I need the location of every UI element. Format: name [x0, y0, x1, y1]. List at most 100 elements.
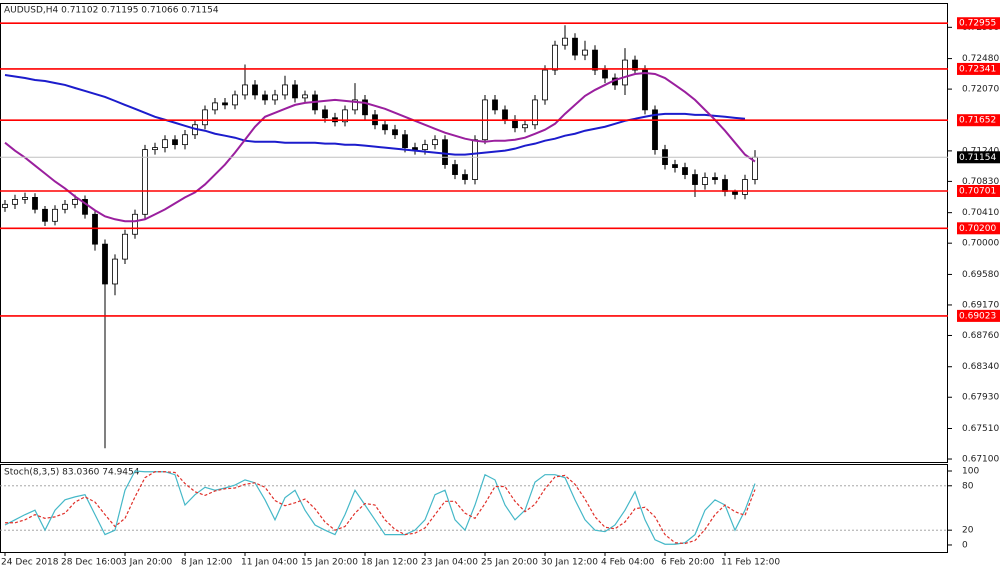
- candle-body: [732, 191, 738, 195]
- candle-body: [242, 84, 248, 96]
- candle-body: [392, 129, 398, 136]
- level-label-box: [957, 185, 1000, 198]
- level-label-box: [957, 309, 1000, 322]
- candle-body: [672, 164, 678, 168]
- x-tick-label: 11 Feb 12:00: [721, 558, 780, 568]
- candle-body: [92, 213, 98, 245]
- candle-body: [302, 94, 308, 99]
- level-label: 0.69023: [959, 311, 996, 321]
- candle-body: [652, 109, 658, 151]
- level-label-box: [957, 62, 1000, 75]
- y-tick-label: 0.70000: [962, 239, 999, 249]
- y-tick-label: 20: [962, 526, 974, 536]
- indicator-line: [4, 74, 746, 156]
- level-label: 0.72955: [959, 19, 996, 29]
- y-tick-label: 0.67930: [962, 393, 999, 403]
- candle-body: [2, 203, 8, 208]
- candle-body: [112, 258, 118, 285]
- candle-body: [342, 109, 348, 123]
- x-tick-label: 11 Jan 04:00: [241, 558, 298, 568]
- candle-body: [532, 99, 538, 126]
- level-label-box: [957, 222, 1000, 235]
- candle-body: [682, 167, 688, 175]
- candle-body: [252, 84, 258, 96]
- x-tick-label: 15 Jan 20:00: [301, 558, 358, 568]
- indicator-line: [5, 471, 756, 545]
- candle-body: [422, 144, 428, 151]
- x-tick-label: 28 Dec 16:00: [61, 558, 122, 568]
- candle-body: [42, 208, 48, 222]
- x-tick-label: 24 Dec 2018: [1, 558, 59, 568]
- level-label: 0.72341: [959, 64, 996, 74]
- x-tick-label: 8 Jan 12:00: [181, 558, 233, 568]
- candle-body: [352, 99, 358, 111]
- y-tick-label: 0.70830: [962, 177, 999, 187]
- candle-body: [172, 139, 178, 146]
- level-label: 0.70701: [959, 187, 996, 197]
- price-panel-frame: [0, 3, 948, 463]
- x-tick-label: 4 Feb 04:00: [601, 558, 655, 568]
- candle-body: [122, 233, 128, 260]
- candle-body: [322, 109, 328, 119]
- candle-body: [362, 99, 368, 116]
- y-tick-label: 0.72480: [962, 54, 999, 64]
- candle-body: [572, 37, 578, 56]
- y-tick-label: 80: [962, 481, 974, 491]
- candle-body: [472, 139, 478, 180]
- candle-body: [142, 149, 148, 215]
- level-label: 0.71652: [959, 116, 996, 126]
- candle-body: [182, 134, 188, 146]
- level-label-box: [957, 114, 1000, 127]
- candle-body: [152, 147, 158, 151]
- candle-body: [402, 134, 408, 149]
- indicator-line: [4, 470, 756, 545]
- candle-body: [522, 124, 528, 129]
- candle-body: [452, 164, 458, 175]
- last-price-label: 0.71154: [959, 153, 996, 163]
- y-tick-label: 0.72070: [962, 85, 999, 95]
- x-tick-label: 23 Jan 04:00: [421, 558, 478, 568]
- level-label: 0.70200: [959, 224, 996, 234]
- candle-body: [462, 174, 468, 180]
- last-price-box: [957, 151, 1000, 164]
- candle-body: [702, 177, 708, 185]
- candle-body: [132, 213, 138, 235]
- candle-body: [222, 102, 228, 106]
- candle-body: [202, 109, 208, 126]
- candle-body: [62, 203, 68, 210]
- y-tick-label: 0.69580: [962, 270, 999, 280]
- candle-body: [162, 139, 168, 149]
- y-tick-label: 0: [962, 540, 968, 550]
- x-tick-label: 30 Jan 12:00: [541, 558, 598, 568]
- y-tick-label: 100: [962, 466, 979, 476]
- candle-body: [52, 208, 58, 222]
- candle-body: [742, 179, 748, 195]
- candle-body: [82, 199, 88, 215]
- candle-body: [582, 49, 588, 56]
- candle-body: [502, 109, 508, 121]
- x-tick-label: 6 Feb 20:00: [661, 558, 715, 568]
- price-title: AUDUSD,H4 0.71102 0.71195 0.71066 0.7115…: [4, 6, 219, 16]
- y-tick-label: 0.68760: [962, 331, 999, 341]
- candle-body: [232, 94, 238, 106]
- candle-body: [552, 44, 558, 71]
- y-tick-label: 0.67510: [962, 424, 999, 434]
- candle-body: [72, 199, 78, 205]
- candle-body: [12, 199, 18, 205]
- candle-body: [382, 124, 388, 131]
- candle-body: [642, 69, 648, 111]
- candle-body: [102, 243, 108, 285]
- candle-body: [442, 139, 448, 165]
- x-tick-label: 3 Jan 20:00: [121, 558, 173, 568]
- candle-body: [282, 84, 288, 96]
- x-tick-label: 18 Jan 12:00: [361, 558, 418, 568]
- candle-body: [592, 49, 598, 71]
- candle-body: [692, 174, 698, 185]
- level-label-box: [957, 17, 1000, 30]
- candle-body: [32, 197, 38, 210]
- candle-body: [542, 69, 548, 101]
- candle-body: [432, 139, 438, 146]
- stoch-panel-frame: [0, 464, 948, 553]
